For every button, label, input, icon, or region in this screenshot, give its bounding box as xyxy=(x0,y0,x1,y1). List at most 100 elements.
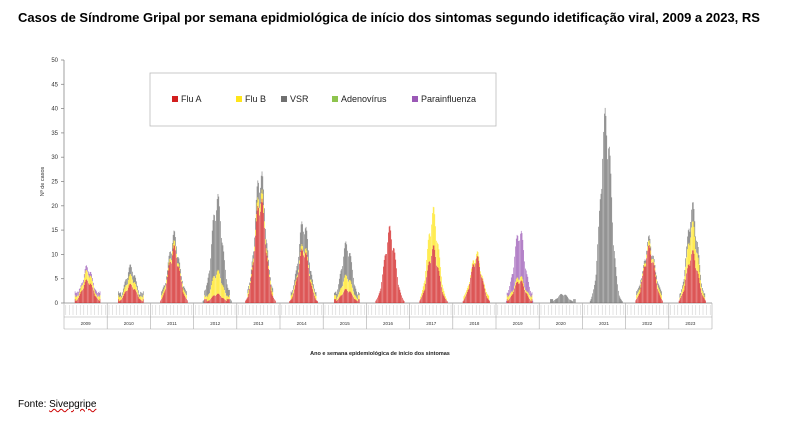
bar-2023-w23-flu_a xyxy=(687,268,688,303)
bar-2021-w16-vsr xyxy=(594,280,596,303)
bar-2009-w21-flu_a xyxy=(80,291,82,303)
bar-2017-w40-flu_b xyxy=(442,284,443,293)
bar-2011-w26-vsr xyxy=(171,253,172,261)
bar-2018-w24-flu_a xyxy=(471,266,473,303)
bar-2016-w40-flu_a xyxy=(398,287,400,303)
bar-2022-w14-flu_a xyxy=(636,298,637,303)
bar-2013-w42-flu_b xyxy=(270,286,272,291)
bar-2011-w26-flu_a xyxy=(171,263,172,303)
bar-2011-w28-flu_b xyxy=(172,243,174,249)
bar-2019-w29-flu_a xyxy=(519,283,520,303)
bar-2022-w23-flu_b xyxy=(643,263,645,267)
bar-2023-w44-flu_b xyxy=(704,297,706,300)
bar-2012-w13-vsr xyxy=(203,300,205,303)
bar-2021-w37-vsr xyxy=(612,222,613,303)
bar-2022-w27-vsr xyxy=(647,241,648,247)
bar-2012-w29-vsr xyxy=(216,199,218,272)
bar-2012-w44-flu_a xyxy=(229,299,230,303)
bar-2017-w20-flu_a xyxy=(425,283,426,303)
bar-2015-w24-flu_a xyxy=(342,294,343,303)
bar-2020-w25-vsr xyxy=(559,295,560,303)
bar-2012-w15-flu_b xyxy=(205,296,206,300)
bar-2010-w17-flu_a xyxy=(120,300,122,303)
bar-2010-w31-flu_a xyxy=(132,287,133,303)
bar-2009-w41-flu_a xyxy=(97,298,98,303)
bar-2013-w14-vsr xyxy=(247,289,249,294)
bar-2010-w44-flu_b xyxy=(142,295,144,300)
bar-2013-w19-flu_a xyxy=(251,270,253,303)
bar-2014-w33-flu_b xyxy=(306,250,308,255)
bar-2010-w15-vsr xyxy=(118,293,120,298)
bar-2018-w14-flu_a xyxy=(463,300,465,303)
bar-2009-w24-parainfluenza xyxy=(83,279,84,283)
bar-2019-w15-parainfluenza xyxy=(507,293,509,298)
bar-2014-w28-flu_b xyxy=(302,246,304,251)
bar-2019-w37-flu_b xyxy=(525,290,527,293)
bar-2023-w26-flu_b xyxy=(689,245,691,266)
bar-2021-w47-vsr xyxy=(620,298,622,303)
bar-2022-w17-flu_b xyxy=(638,290,640,294)
bar-2013-w36-flu_b xyxy=(265,248,267,253)
bar-2016-w36-flu_a xyxy=(395,259,397,303)
bar-2010-w39-flu_b xyxy=(138,296,140,299)
bar-2014-w41-flu_a xyxy=(313,292,314,303)
bar-2022-w37-vsr xyxy=(655,272,657,275)
bar-2023-w39-vsr xyxy=(700,274,701,281)
bar-2023-w23-flu_b xyxy=(687,249,688,269)
bar-2011-w23-vsr xyxy=(168,255,170,263)
bar-2023-w19-flu_a xyxy=(683,290,685,303)
bar-2018-w40-flu_b xyxy=(485,288,486,293)
bar-2017-w32-flu_b xyxy=(435,226,436,257)
bar-2016-w26-flu_a xyxy=(387,242,388,303)
bar-2009-w15-flu_b xyxy=(75,296,77,301)
bar-2014-w41-flu_b xyxy=(313,288,314,293)
bar-2018-w42-flu_b xyxy=(486,293,488,298)
bar-2022-w30-flu_a xyxy=(649,248,651,303)
bar-2014-w20-flu_b xyxy=(295,279,297,282)
bar-2019-w37-parainfluenza xyxy=(525,270,527,291)
bar-2022-w28-vsr xyxy=(648,236,649,242)
bar-2022-w33-flu_b xyxy=(652,258,653,263)
bar-2015-w15-vsr xyxy=(334,292,336,296)
x-year-label: 2015 xyxy=(340,321,351,326)
bar-2023-w16-flu_a xyxy=(681,295,682,303)
bar-2014-w31-flu_b xyxy=(304,249,306,254)
bar-2017-w42-flu_b xyxy=(443,290,445,296)
bar-2021-w38-vsr xyxy=(613,245,614,303)
bar-2020-w30-vsr xyxy=(563,295,564,303)
bar-2014-w13-flu_a xyxy=(289,300,291,303)
bar-2011-w33-flu_a xyxy=(176,266,178,303)
bar-2023-w27-flu_b xyxy=(690,237,691,261)
y-tick-label: 5 xyxy=(55,277,59,283)
bar-2015-w37-flu_a xyxy=(353,297,354,303)
bar-2010-w23-flu_b xyxy=(125,285,127,292)
bar-2014-w14-vsr xyxy=(290,291,292,296)
bar-2022-w31-flu_b xyxy=(650,250,652,255)
bar-2012-w18-flu_b xyxy=(207,295,209,301)
bar-2020-w15-vsr xyxy=(550,299,552,303)
bar-2022-w13-flu_a xyxy=(635,300,637,303)
bar-2010-w26-flu_a xyxy=(127,287,129,303)
bar-2014-w42-flu_a xyxy=(314,295,315,303)
bar-2017-w31-flu_b xyxy=(434,214,436,250)
bar-2012-w28-flu_a xyxy=(216,294,217,303)
bar-2023-w26-flu_a xyxy=(689,265,691,303)
bar-2019-w40-parainfluenza xyxy=(528,281,529,294)
bar-2011-w29-flu_b xyxy=(173,240,175,246)
bar-2011-w36-flu_a xyxy=(179,270,181,303)
bar-2010-w20-flu_b xyxy=(122,292,124,296)
bar-2023-w35-vsr xyxy=(697,241,698,254)
bar-2013-w31-vsr xyxy=(261,171,263,190)
bar-2021-w42-vsr xyxy=(616,276,618,303)
bar-2009-w26-parainfluenza xyxy=(84,269,86,274)
bar-2017-w37-flu_b xyxy=(439,257,441,276)
bar-2014-w35-vsr xyxy=(308,250,309,265)
bar-2015-w28-flu_a xyxy=(345,288,347,303)
bar-2013-w35-flu_a xyxy=(265,244,266,303)
bar-2011-w33-vsr xyxy=(176,257,178,264)
bar-2012-w36-flu_b xyxy=(222,285,224,298)
bar-2013-w38-vsr xyxy=(267,250,269,258)
bar-2012-w28-flu_b xyxy=(216,274,217,295)
bar-2022-w39-vsr xyxy=(657,281,658,286)
